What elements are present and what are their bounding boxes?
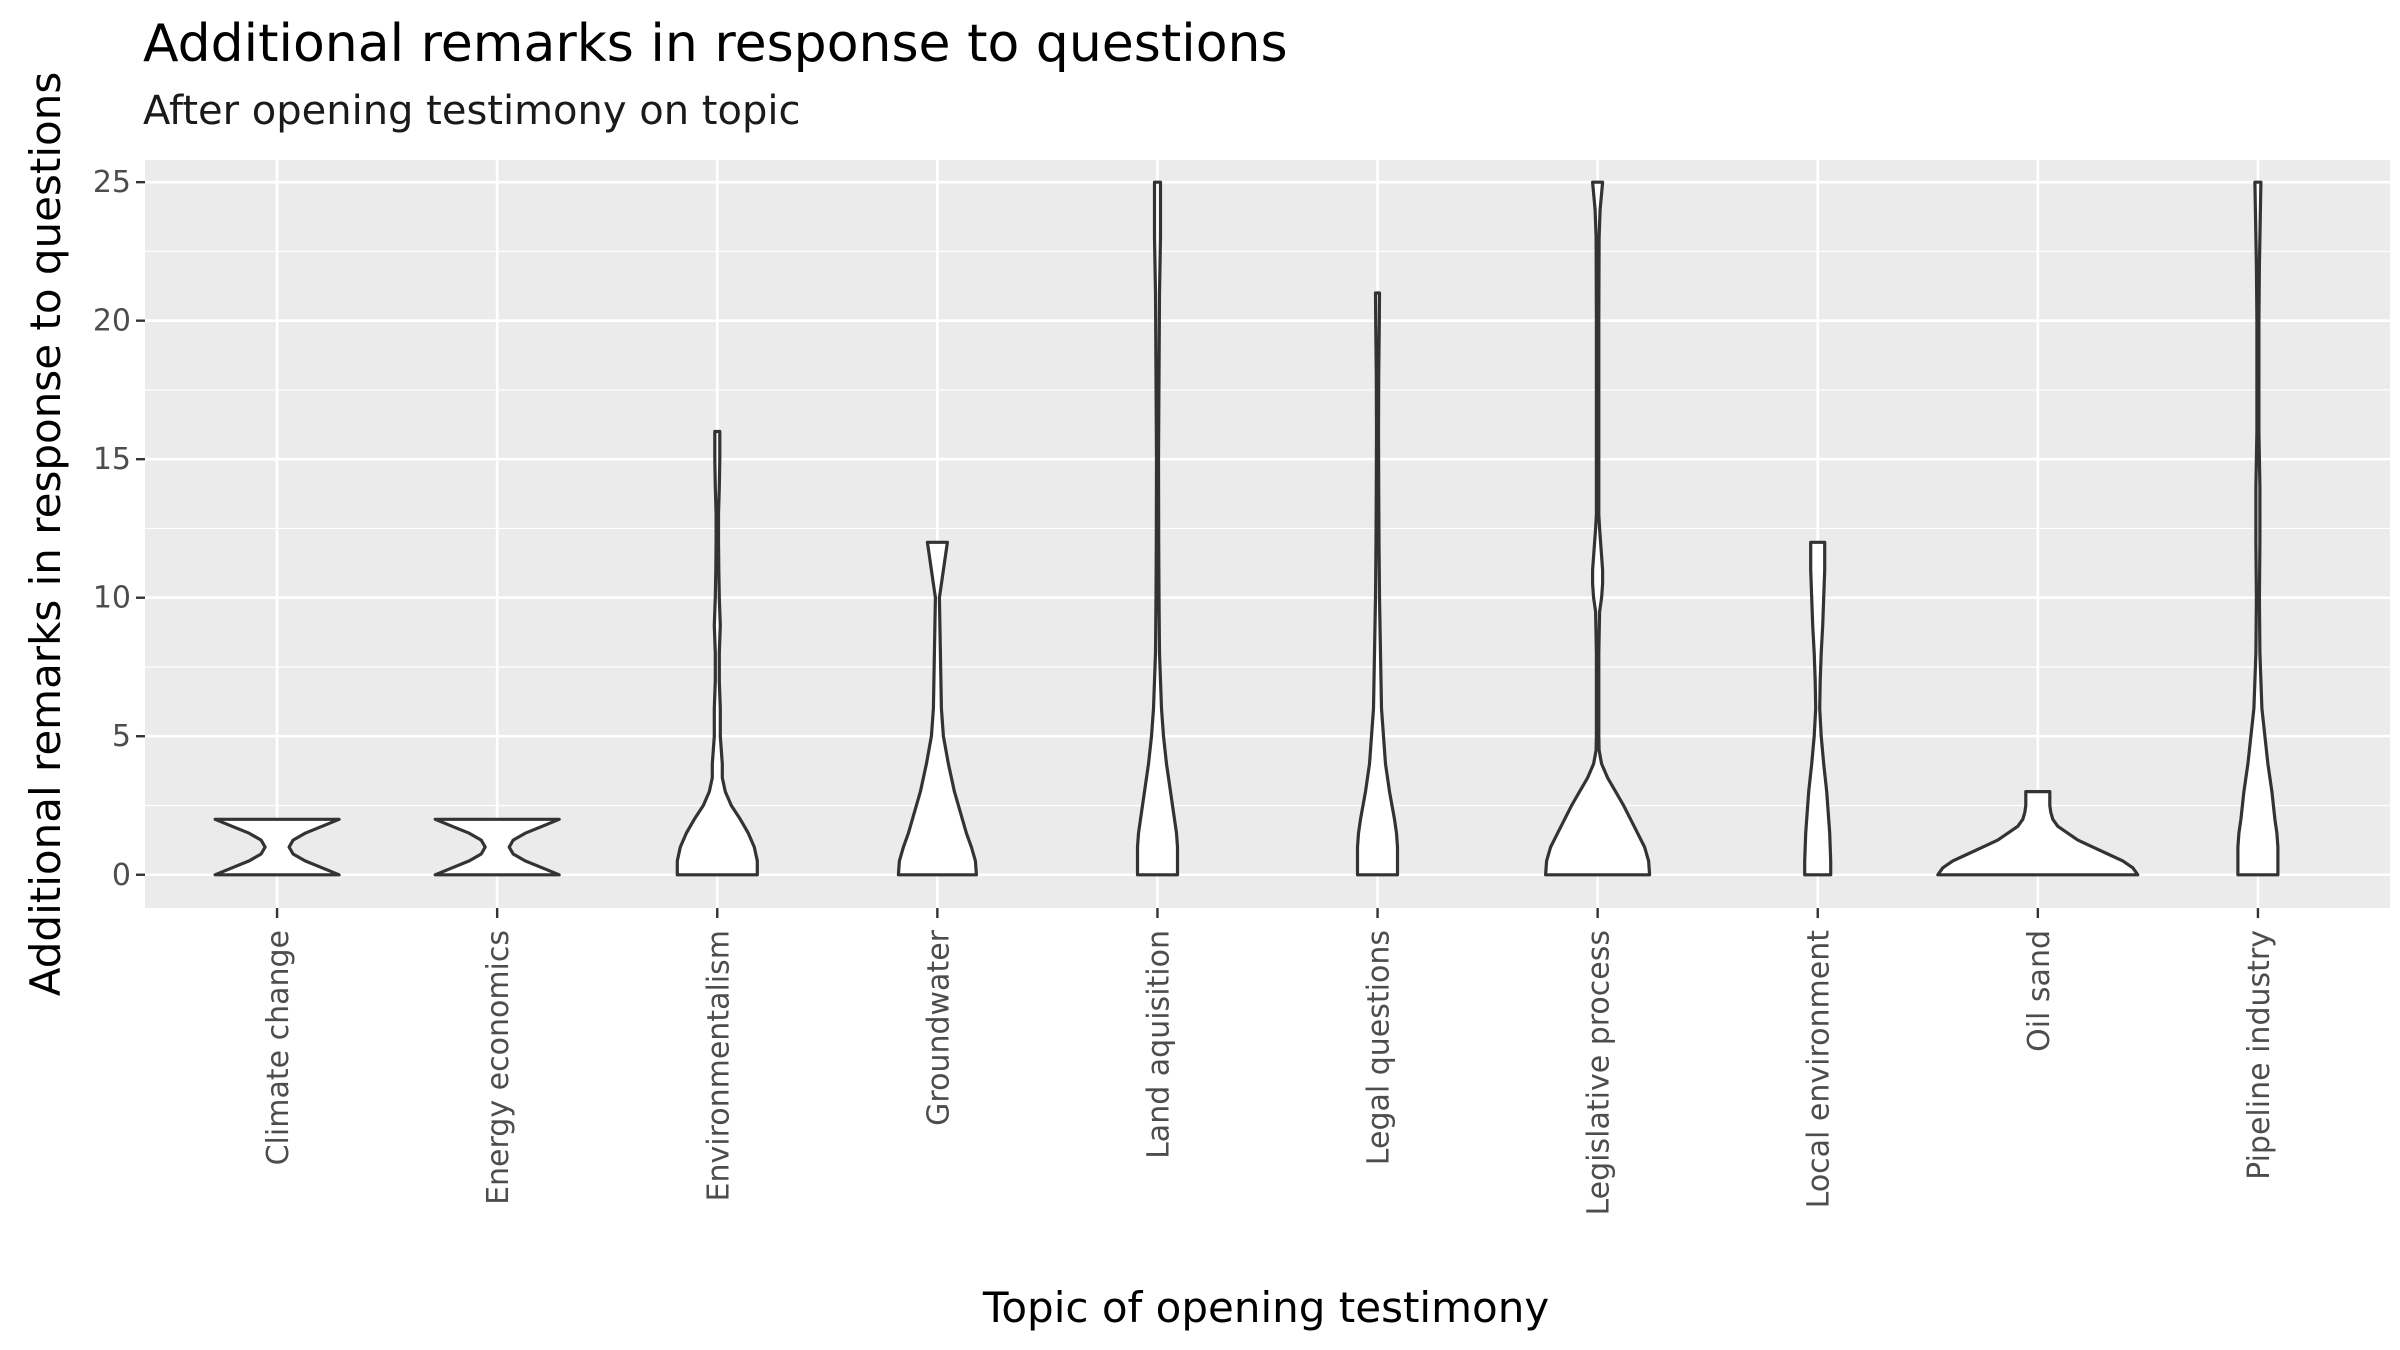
violin-energy-economics [433, 817, 561, 877]
plot-panel [145, 160, 2390, 908]
violin-local-environment [1803, 540, 1833, 877]
x-tick-label: Land aquisition [1142, 930, 1177, 1159]
violin-environmentalism [675, 429, 759, 877]
violin-groundwater [896, 540, 978, 877]
x-tick-label: Climate change [261, 930, 296, 1165]
y-tick-label: 15 [93, 442, 131, 477]
x-tick-label: Local environment [1802, 930, 1837, 1209]
x-tick-label: Oil sand [2022, 930, 2057, 1052]
y-axis-title: Additional remarks in response to questi… [21, 72, 70, 996]
violin-climate-change [213, 817, 341, 877]
y-axis: 0 5 10 15 20 25 [93, 165, 145, 893]
violin-pipeline-industry [2236, 180, 2280, 877]
y-tick-label: 20 [93, 304, 131, 339]
chart-subtitle: After opening testimony on topic [143, 88, 801, 134]
x-axis-title: Topic of opening testimony [982, 1283, 1549, 1332]
violin-legislative-process [1544, 180, 1652, 877]
violin-land-aquisition [1135, 180, 1180, 877]
x-axis: Climate change Energy economics Environmen… [261, 908, 2277, 1216]
x-tick-label: Pipeline industry [2242, 930, 2277, 1180]
violin-legal-questions [1355, 291, 1400, 877]
x-tick-label: Legislative process [1582, 930, 1617, 1216]
y-tick-label: 25 [93, 165, 131, 200]
x-tick-label: Energy economics [481, 930, 516, 1205]
y-tick-label: 0 [112, 858, 131, 893]
y-tick-label: 10 [93, 581, 131, 616]
chart-title: Additional remarks in response to questi… [143, 14, 1288, 74]
violins [213, 180, 2280, 877]
x-tick-label: Environmentalism [701, 930, 736, 1201]
violin-oil-sand [1936, 790, 2140, 877]
y-tick-label: 5 [112, 719, 131, 754]
x-tick-label: Legal questions [1362, 930, 1397, 1165]
x-tick-label: Groundwater [921, 929, 956, 1125]
